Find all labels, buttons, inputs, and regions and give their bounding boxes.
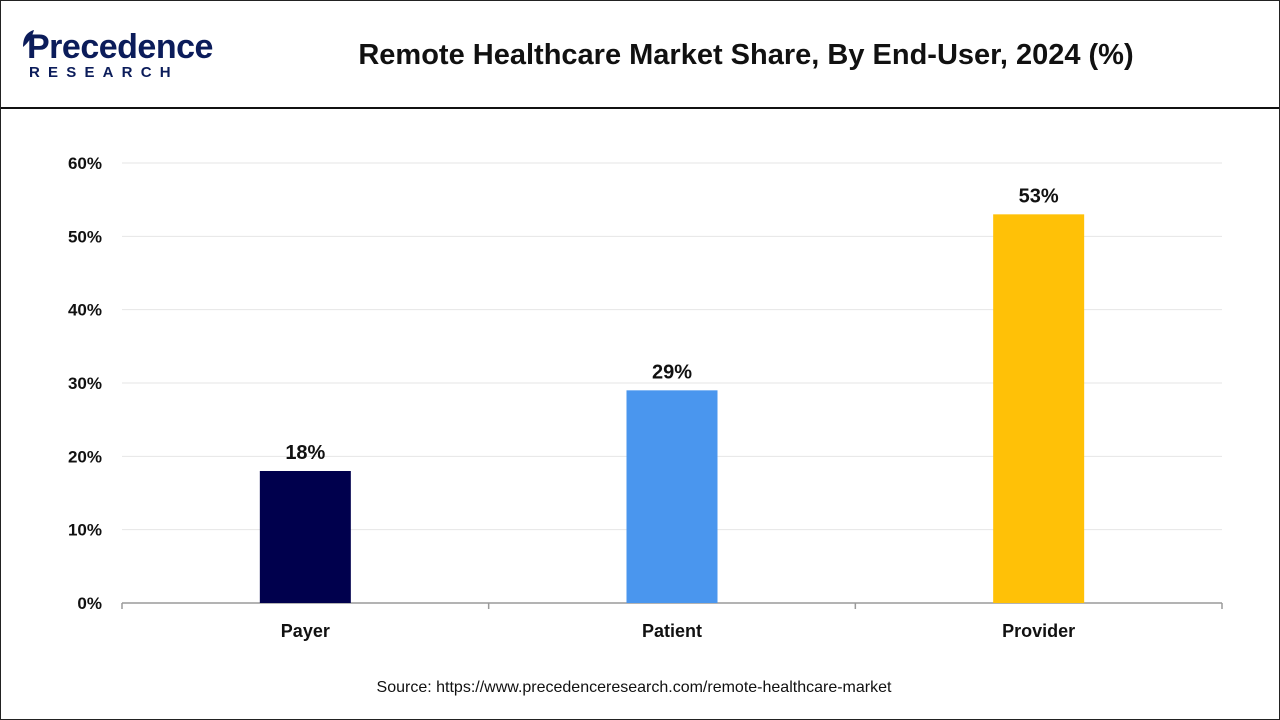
source-note: Source: https://www.precedenceresearch.c… — [376, 679, 892, 696]
y-tick-label: 30% — [68, 374, 102, 393]
data-label: 53% — [1019, 185, 1059, 207]
bar-chart: 0% 10% 20% 30% 40% 50% 60% 18% Payer 29% Patient 53… — [68, 154, 1223, 641]
bar-patient — [626, 390, 718, 603]
y-tick-label: 50% — [68, 227, 102, 246]
bar-payer — [259, 471, 351, 603]
leaf-icon — [23, 30, 34, 47]
precedence-research-logo: Precedence RESEARCH — [21, 27, 221, 83]
header: Precedence RESEARCH Remote Healthcare Ma… — [1, 1, 1279, 109]
data-label: 29% — [652, 361, 692, 383]
bar-provider — [993, 214, 1085, 603]
data-label: 18% — [285, 442, 325, 464]
x-tick-label: Provider — [1002, 621, 1075, 641]
y-tick-label: 10% — [68, 521, 102, 540]
y-tick-label: 20% — [68, 447, 102, 466]
logo-wordmark: Precedence — [27, 28, 213, 66]
x-tick-label: Payer — [281, 621, 330, 641]
chart-title: Remote Healthcare Market Share, By End-U… — [358, 39, 1134, 71]
y-tick-label: 40% — [68, 301, 102, 320]
logo-subtitle: RESEARCH — [29, 64, 179, 81]
y-tick-label: 60% — [68, 154, 102, 173]
x-tick-label: Patient — [642, 621, 702, 641]
y-tick-label: 0% — [77, 594, 102, 613]
